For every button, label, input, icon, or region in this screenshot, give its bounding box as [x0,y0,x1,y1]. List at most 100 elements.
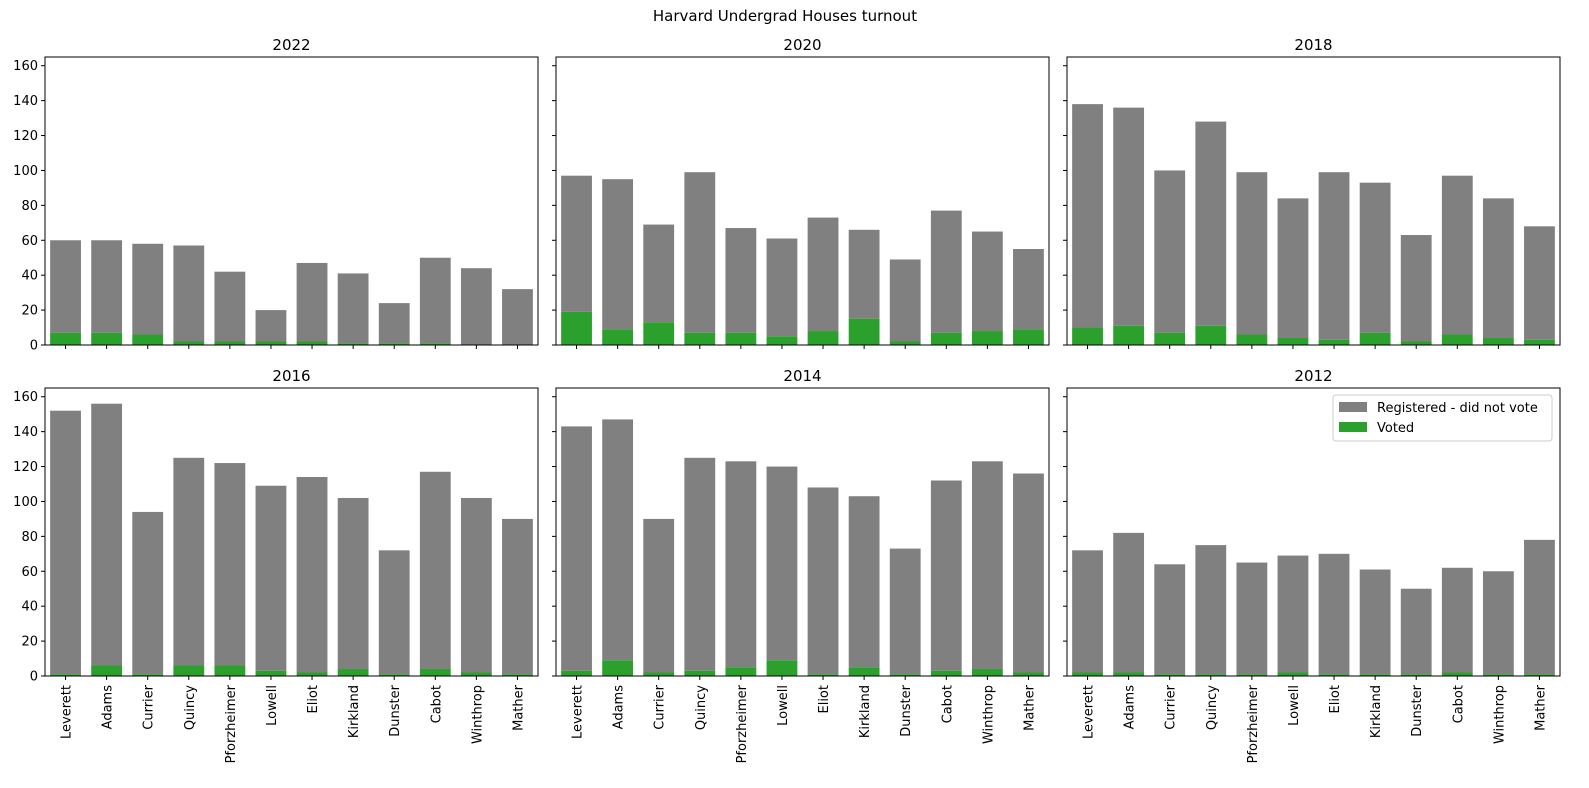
bar-registered-not-voted [561,426,592,671]
bar-voted [1154,674,1186,676]
x-tick-label: Cabot [940,685,955,723]
bar-voted [684,332,716,345]
bar-voted [378,343,410,345]
legend-swatch [1339,402,1367,412]
legend-label: Voted [1377,421,1414,436]
bar-voted [255,341,287,345]
bar-voted [1072,327,1103,345]
bar-voted [1482,338,1514,345]
bar-registered-not-voted [1236,172,1268,335]
x-tick-label: Dunster [388,684,403,736]
bar-registered-not-voted [1072,550,1103,673]
bar-voted [602,329,634,345]
x-tick-label: Dunster [899,684,914,736]
bar-registered-not-voted [1113,532,1145,673]
y-tick-label: 100 [13,164,38,179]
bar-voted [725,667,757,676]
bar-registered-not-voted [502,518,533,675]
bar-voted [1236,334,1268,345]
bar-voted [1195,674,1227,676]
x-tick-label: Quincy [694,685,709,730]
x-tick-label: Pforzheimer [224,684,239,763]
x-tick-label: Cabot [429,685,444,723]
bar-voted [1277,338,1309,345]
panel-frame [555,56,1050,346]
bar-registered-not-voted [602,179,634,330]
bar-registered-not-voted [684,457,716,671]
bar-voted [1482,674,1514,676]
x-tick-label: Quincy [183,685,198,730]
x-tick-label: Currier [653,684,668,729]
bar-registered-not-voted [1400,588,1432,675]
bar-registered-not-voted [378,550,410,675]
bar-voted [684,670,716,676]
x-tick-label: Eliot [817,685,832,714]
x-tick-label: Lowell [265,685,280,726]
y-tick-label: 120 [13,460,38,475]
bar-registered-not-voted [889,548,921,675]
x-tick-label: Kirkland [347,685,362,738]
bar-voted [1113,325,1145,345]
x-tick-label: Mather [1533,684,1548,731]
bar-registered-not-voted [971,231,1003,332]
y-tick-label: 0 [30,339,38,354]
panel-frame [1066,56,1561,346]
y-tick-label: 140 [13,94,38,109]
bar-registered-not-voted [1482,571,1514,675]
bar-registered-not-voted [1013,249,1044,330]
bar-registered-not-voted [1236,562,1268,675]
bar-voted [1359,674,1391,676]
legend-label: Registered - did not vote [1377,401,1538,416]
x-tick-label: Currier [142,684,157,729]
bar-registered-not-voted [214,271,246,342]
bar-registered-not-voted [1441,567,1473,673]
bar-voted [971,331,1003,345]
bar-voted [50,674,81,676]
bar-registered-not-voted [1482,198,1514,339]
x-tick-label: Winthrop [470,685,485,744]
bar-voted [91,332,123,345]
chart-title: Harvard Undergrad Houses turnout [653,7,917,25]
y-tick-label: 140 [13,425,38,440]
panel-frame [44,387,539,677]
bar-voted [561,670,592,676]
bar-registered-not-voted [1195,545,1227,675]
bar-voted [889,341,921,345]
bar-voted [848,667,880,676]
bar-registered-not-voted [378,303,410,344]
y-tick-label: 20 [21,635,38,650]
y-tick-label: 40 [21,269,38,284]
bar-voted [173,341,205,345]
bar-registered-not-voted [337,497,369,670]
bar-voted [766,336,798,345]
y-tick-label: 120 [13,129,38,144]
bar-voted [1154,332,1186,345]
bar-registered-not-voted [766,466,798,661]
bar-registered-not-voted [889,259,921,342]
bar-voted [296,672,328,676]
y-tick-label: 160 [13,59,38,74]
x-tick-label: Cabot [1451,685,1466,723]
y-tick-label: 20 [21,304,38,319]
bar-registered-not-voted [1154,564,1186,675]
x-tick-label: Adams [1123,685,1138,730]
bar-voted [889,674,921,676]
y-tick-label: 100 [13,495,38,510]
x-tick-label: Kirkland [1369,685,1384,738]
x-tick-label: Leverett [571,685,586,739]
bar-registered-not-voted [1359,182,1391,333]
bar-registered-not-voted [684,172,716,333]
bar-voted [255,670,287,676]
bar-registered-not-voted [1441,175,1473,335]
y-tick-label: 80 [21,530,38,545]
bar-voted [766,660,798,676]
bar-voted [1318,674,1350,676]
panel-frame [555,387,1050,677]
bar-voted [337,343,369,345]
bar-registered-not-voted [643,224,675,323]
bar-registered-not-voted [1195,121,1227,326]
bar-registered-not-voted [561,175,592,312]
bar-registered-not-voted [91,403,123,666]
bar-registered-not-voted [1524,539,1555,675]
x-tick-label: Kirkland [858,685,873,738]
